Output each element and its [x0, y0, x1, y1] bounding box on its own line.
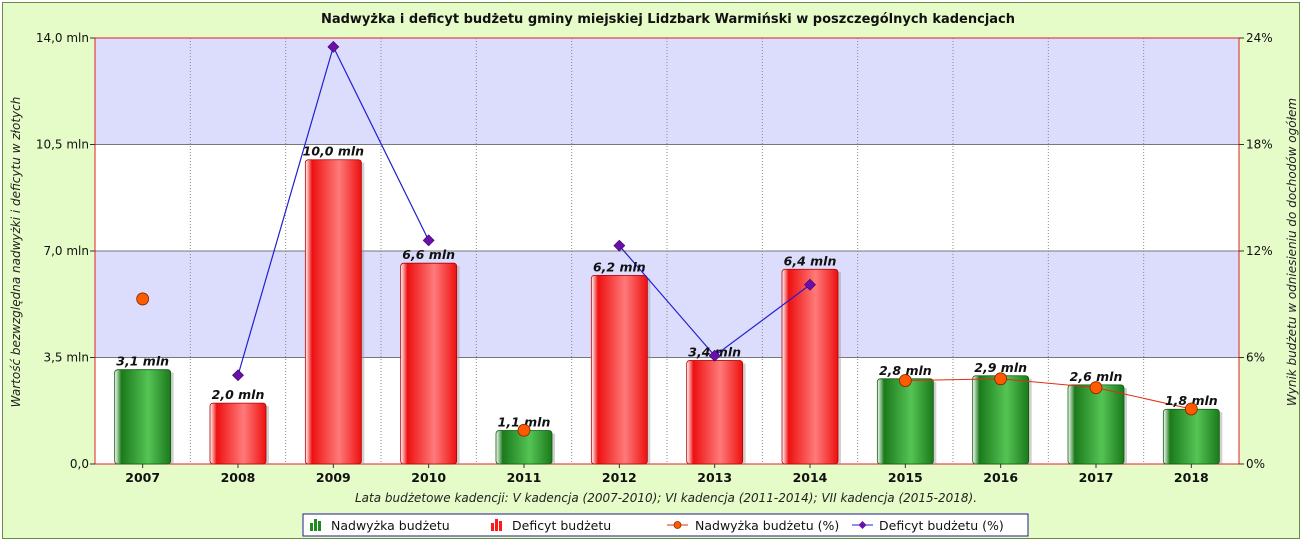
- left-axis-tick-label: 10,5 mln: [36, 138, 89, 152]
- bar-value-label: 6,4 mln: [784, 253, 837, 268]
- bar-value-label: 2,6 mln: [1070, 369, 1123, 384]
- bar-deficit: [590, 274, 648, 465]
- x-axis-tick-label: 2015: [888, 470, 923, 485]
- chart: Nadwyżka i deficyt budżetu gminy miejski…: [9, 12, 1299, 537]
- surplus-pct-point: [994, 372, 1008, 386]
- x-axis-tick-label: 2011: [507, 470, 542, 485]
- left-axis-label: Wartość bezwzględna nadwyżki i deficytu …: [9, 97, 23, 408]
- bar-deficit: [781, 268, 839, 465]
- grid-band: [95, 38, 1239, 145]
- x-axis-tick-label: 2012: [602, 470, 637, 485]
- deficit-pct-point: [708, 349, 721, 362]
- x-axis-tick-label: 2007: [125, 470, 160, 485]
- legend: Nadwyżka budżetu Deficyt budżetu Nadwyżk…: [302, 513, 1029, 537]
- x-axis-tick-label: 2016: [983, 470, 1018, 485]
- plot-area: 0,0 3,5 mln 7,0 mln 10,5 mln 14,0 mln 0% 6% 12%…: [36, 31, 1273, 485]
- x-axis-tick-label: 2008: [221, 470, 256, 485]
- left-axis-tick-label: 3,5 mln: [43, 351, 89, 365]
- right-axis-tick-label: 18%: [1246, 138, 1273, 152]
- bar-surplus: [1162, 408, 1220, 465]
- surplus-pct-point: [136, 292, 150, 306]
- x-axis-tick-label: 2009: [316, 470, 351, 485]
- x-axis-tick-label: 2018: [1174, 470, 1209, 485]
- legend-label-surplus: Nadwyżka budżetu: [331, 518, 450, 533]
- deficit-pct-point: [232, 369, 244, 382]
- grid-band: [95, 251, 1239, 358]
- bar-value-label: 3,1 mln: [116, 354, 169, 369]
- chart-title: Nadwyżka i deficyt budżetu gminy miejski…: [321, 12, 1015, 27]
- bar-value-label: 6,6 mln: [402, 247, 455, 262]
- surplus-pct-point: [1089, 381, 1103, 395]
- left-axis-tick-label: 0,0: [70, 457, 89, 471]
- surplus-pct-point: [1184, 402, 1198, 416]
- deficit-pct-point: [804, 278, 816, 291]
- right-axis-tick-label: 0%: [1246, 457, 1265, 471]
- left-axis-tick-label: 14,0 mln: [36, 31, 89, 45]
- legend-item-deficit-pct: Deficyt budżetu (%): [852, 518, 1004, 533]
- legend-box: [302, 513, 1029, 537]
- bar-surplus: [876, 378, 934, 465]
- bar-deficit: [304, 159, 362, 465]
- right-axis-tick-label: 6%: [1246, 351, 1265, 365]
- right-axis-label: Wynik budżetu w odniesieniu do dochodów …: [1285, 98, 1299, 406]
- bar-deficit: [400, 262, 458, 465]
- legend-item-surplus-pct: Nadwyżka budżetu (%): [667, 518, 839, 533]
- x-axis-tick-label: 2010: [411, 470, 446, 485]
- legend-item-deficit: Deficyt budżetu: [491, 518, 611, 533]
- right-axis-tick-label: 12%: [1246, 244, 1273, 258]
- legend-item-surplus: Nadwyżka budżetu: [310, 518, 450, 533]
- bar-red-icon: [491, 519, 502, 531]
- x-axis-note: Lata budżetowe kadencji: V kadencja (200…: [355, 491, 977, 505]
- bar-value-label: 2,0 mln: [212, 387, 265, 402]
- bar-value-label: 2,9 mln: [974, 360, 1027, 375]
- line-blue-diamond-icon: [852, 521, 873, 529]
- x-axis-tick-label: 2017: [1079, 470, 1114, 485]
- bar-value-label: 1,1 mln: [498, 415, 551, 430]
- bar-value-label: 6,2 mln: [593, 259, 646, 274]
- line-orange-dot-icon: [667, 521, 688, 529]
- surplus-pct-point: [898, 374, 912, 387]
- x-axis-tick-label: 2014: [793, 470, 828, 485]
- bar-deficit: [209, 402, 267, 465]
- bar-value-label: 2,8 mln: [879, 363, 932, 378]
- left-axis-tick-label: 7,0 mln: [43, 244, 89, 258]
- bar-surplus: [114, 369, 172, 465]
- bar-green-icon: [310, 519, 321, 531]
- bar-surplus: [972, 375, 1030, 465]
- bar-deficit: [686, 360, 744, 465]
- deficit-pct-point: [422, 234, 435, 247]
- legend-label-surplus-pct: Nadwyżka budżetu (%): [695, 518, 839, 533]
- deficit-pct-point: [613, 239, 626, 252]
- legend-label-deficit-pct: Deficyt budżetu (%): [879, 518, 1004, 533]
- bar-surplus: [1067, 384, 1125, 465]
- x-axis-tick-label: 2013: [697, 470, 732, 485]
- bar-value-label: 1,8 mln: [1165, 393, 1218, 408]
- right-axis-tick-label: 24%: [1246, 31, 1273, 45]
- legend-label-deficit: Deficyt budżetu: [512, 518, 611, 533]
- surplus-pct-line: [905, 378, 1192, 410]
- surplus-pct-point: [517, 423, 531, 437]
- bar-value-label: 10,0 mln: [303, 144, 365, 159]
- deficit-pct-point: [327, 40, 340, 53]
